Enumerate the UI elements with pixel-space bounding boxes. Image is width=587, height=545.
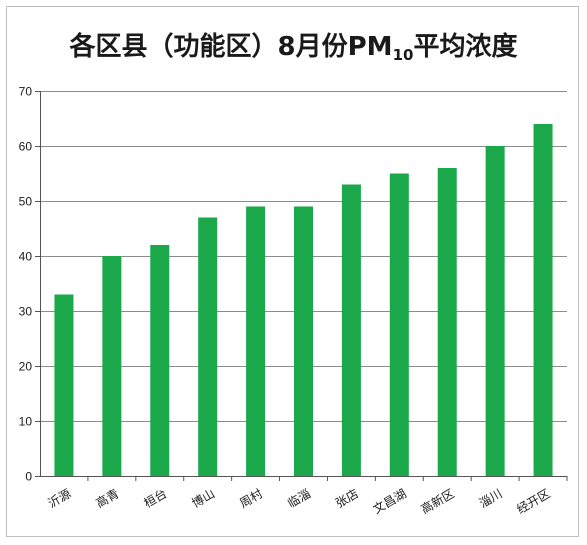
bar-淄川 [485,146,505,476]
title-subscript: 10 [392,46,414,64]
x-category-label: 桓台 [141,486,169,511]
bar-博山 [198,217,218,476]
bar-临淄 [294,206,313,476]
bar-桓台 [150,245,170,476]
x-category-label: 临淄 [285,486,313,510]
bar-高青 [102,256,122,476]
x-category-label: 张店 [333,486,361,510]
x-category-label: 淄川 [477,486,505,510]
chart-title: 各区县（功能区）8月份PM10平均浓度 [0,26,587,64]
y-tick-label: 50 [19,195,33,209]
x-category-label: 沂源 [46,486,74,510]
x-category-label: 经开区 [514,486,552,516]
y-tick-label: 60 [19,140,33,154]
y-tick-label: 10 [19,415,33,429]
axes: 0 10 20 30 40 50 60 70 [19,85,568,484]
bars [54,124,553,476]
category-labels: 沂源 高青 桓台 博山 周村 临淄 张店 文昌湖 高新区 淄川 经开区 [46,486,553,517]
y-tick-label: 0 [25,470,32,484]
bar-经开区 [533,124,553,476]
chart-frame [6,6,579,537]
title-main: 各区县（功能区）8月份PM [69,32,393,62]
x-category-label: 高新区 [418,486,457,517]
bar-文昌湖 [389,173,409,476]
x-category-label: 周村 [237,486,265,510]
y-tick-label: 40 [19,250,33,264]
x-category-label: 高青 [93,486,121,511]
bar-沂源 [54,294,74,476]
y-tick-label: 20 [19,360,33,374]
y-tick-label: 30 [19,305,33,319]
bar-高新区 [437,168,457,476]
x-category-label: 文昌湖 [370,486,409,517]
bar-周村 [246,206,266,476]
x-category-label: 博山 [189,486,217,511]
y-tick-label: 70 [19,85,33,99]
title-suffix: 平均浓度 [413,32,518,62]
bar-张店 [341,184,361,476]
